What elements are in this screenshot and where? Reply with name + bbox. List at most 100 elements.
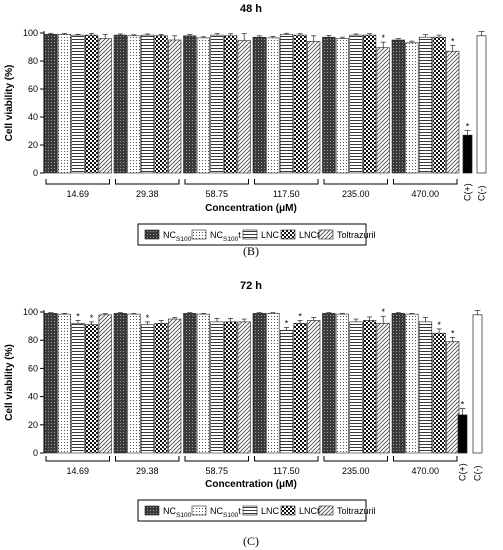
- significance-star: *: [285, 319, 289, 329]
- x-axis-label: Concentration (μM): [205, 479, 297, 490]
- group-bracket: [254, 179, 319, 185]
- bar: [293, 34, 307, 174]
- bar: [71, 34, 85, 174]
- bar: [252, 313, 266, 454]
- bar: [113, 313, 127, 454]
- category-label: 14.69: [66, 189, 89, 199]
- bar: [307, 41, 321, 174]
- bar: [85, 34, 99, 174]
- legend-label-suffix: t: [238, 230, 241, 240]
- category-label: 14.69: [66, 466, 89, 476]
- bar: [266, 37, 280, 174]
- legend-swatch: [242, 505, 258, 516]
- bar: [237, 40, 251, 174]
- legend-swatch: [191, 229, 207, 240]
- category-label: 117.50: [273, 466, 300, 476]
- group-bracket: [323, 456, 388, 462]
- bar: [127, 313, 141, 454]
- y-tick-label: 40: [28, 392, 38, 402]
- bar: [391, 39, 405, 174]
- bar: [98, 38, 112, 174]
- category-label: 235.00: [342, 189, 370, 199]
- legend-label-suffix: t: [238, 506, 241, 516]
- y-tick-label: 40: [28, 112, 38, 122]
- bar: [349, 34, 363, 174]
- chart-title: 72 h: [240, 280, 262, 292]
- category-label: 470.00: [411, 189, 439, 199]
- legend-label-subscript: S100: [176, 512, 192, 519]
- bar: [183, 313, 197, 454]
- bar: [57, 34, 71, 174]
- bar: [446, 341, 460, 454]
- bar: [57, 313, 71, 454]
- group-bracket: [45, 179, 110, 185]
- control-label: C(+): [458, 463, 468, 481]
- group-bracket: [115, 456, 180, 462]
- significance-star: *: [466, 121, 470, 131]
- category-label: 470.00: [411, 466, 439, 476]
- control-label: C(-): [477, 186, 487, 202]
- legend-72h: NCS100 NCS100t LNC LNCt Toltrazuril: [137, 499, 376, 522]
- bar: [432, 36, 446, 174]
- bar: [224, 35, 238, 174]
- category-label: 58.75: [205, 466, 228, 476]
- bar: [418, 36, 433, 174]
- y-tick-label: 60: [28, 363, 38, 373]
- legend-swatch: [280, 505, 296, 516]
- y-axis-label: Cell viability (%): [4, 344, 15, 421]
- legend-label: Toltrazuril: [337, 230, 376, 240]
- bar: [140, 324, 155, 454]
- bar: [168, 318, 182, 454]
- control-bar: [457, 414, 468, 454]
- bar: [432, 332, 446, 454]
- category-label: 117.50: [273, 189, 300, 199]
- bar: [418, 321, 433, 454]
- chart-72h: 72 h 0 20 40 60 80 100 Cell viability (%) * * 14.6…: [4, 280, 483, 490]
- significance-star: *: [381, 33, 385, 43]
- bar: [405, 313, 419, 454]
- y-tick-label: 60: [28, 84, 38, 94]
- legend-48h: NCS100 NCS100t LNC LNCt Toltrazuril: [137, 223, 376, 246]
- chart-48h: 48 h 0 20 40 60 80 100 Cell viability (%) 14.69 2…: [4, 3, 487, 214]
- group-bracket: [323, 179, 388, 185]
- bar: [154, 322, 168, 454]
- group-bracket: [184, 179, 249, 185]
- legend-swatch: [191, 505, 207, 516]
- category-label: 58.75: [205, 189, 228, 199]
- y-tick-label: 80: [28, 56, 38, 66]
- control-label: C(-): [473, 466, 483, 482]
- bar: [183, 35, 197, 174]
- y-tick-label: 20: [28, 140, 38, 150]
- significance-star: *: [146, 313, 150, 323]
- group-bracket: [254, 456, 319, 462]
- y-tick-label: 100: [23, 28, 38, 38]
- chart-title: 48 h: [240, 3, 262, 15]
- bar: [405, 42, 419, 174]
- bar: [376, 47, 390, 174]
- significance-star: *: [298, 311, 302, 321]
- legend-swatch: [144, 505, 160, 516]
- bar: [322, 313, 336, 454]
- bar: [85, 324, 99, 454]
- y-tick-label: 0: [33, 168, 38, 178]
- bar: [44, 34, 58, 174]
- category-label: 29.38: [136, 466, 159, 476]
- bar: [196, 313, 211, 454]
- bar: [266, 313, 280, 454]
- legend-swatch: [144, 229, 160, 240]
- control-bar: [476, 35, 487, 174]
- bar: [279, 34, 294, 174]
- bar: [210, 321, 224, 454]
- legend-swatch: [318, 229, 334, 240]
- bar: [391, 313, 405, 454]
- bar: [335, 313, 350, 454]
- group-bracket: [45, 456, 110, 462]
- legend-swatch: [242, 229, 258, 240]
- legend-label-subscript: S100: [223, 236, 239, 243]
- x-axis-label: Concentration (μM): [205, 203, 297, 214]
- y-tick-label: 20: [28, 420, 38, 430]
- bar: [98, 314, 112, 454]
- bar: [196, 37, 211, 174]
- y-tick-label: 100: [23, 307, 38, 317]
- category-label: 29.38: [136, 189, 159, 199]
